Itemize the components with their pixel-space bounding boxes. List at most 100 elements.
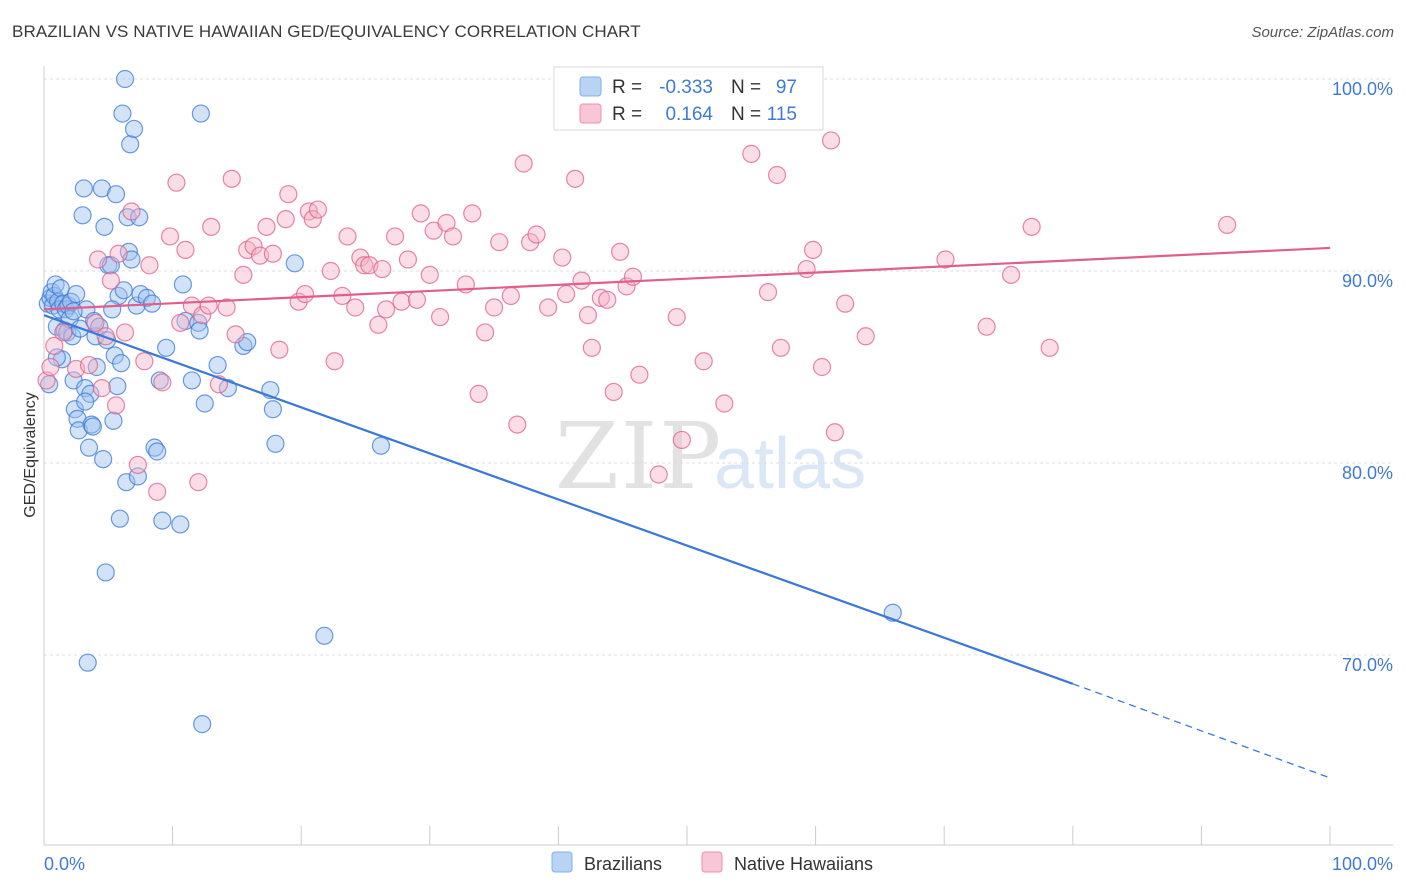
brazilian-point <box>83 417 102 436</box>
brazilian-point <box>150 371 169 390</box>
native-hawaiian-point <box>279 185 298 204</box>
native-hawaiian-point <box>226 325 245 344</box>
brazilian-point <box>285 254 304 273</box>
brazilian-point <box>115 69 135 89</box>
native-hawaiian-point <box>135 352 154 371</box>
brazilian-point <box>218 379 237 398</box>
native-hawaiian-point <box>115 323 135 342</box>
native-hawaiian-point <box>667 307 686 327</box>
brazilian-point <box>193 715 212 734</box>
legend-swatch-brazilians <box>579 76 602 97</box>
brazilian-point <box>171 515 190 534</box>
watermark-zip: ZIP <box>555 403 723 510</box>
native-hawaiian-point <box>276 210 295 229</box>
y-tick-label: 70.0% <box>1342 655 1393 675</box>
brazilian-point <box>266 434 285 453</box>
x-tick-label-min: 0.0% <box>44 854 85 874</box>
chart-source: Source: ZipAtlas.com <box>1251 24 1394 41</box>
native-hawaiian-point <box>193 306 212 325</box>
legend-label-brazilians: Brazilians <box>584 854 662 874</box>
native-hawaiian-point <box>1001 265 1021 284</box>
native-hawaiian-point <box>325 352 344 371</box>
brazilian-point <box>67 284 86 304</box>
native-hawaiian-point <box>771 338 790 357</box>
legend-swatch-native-hawaiians <box>701 851 723 873</box>
native-hawaiian-point <box>244 236 263 256</box>
native-hawaiian-point <box>160 227 180 246</box>
native-hawaiian-point <box>148 482 167 501</box>
brazilian-point <box>103 300 122 319</box>
native-hawaiian-point <box>591 288 610 307</box>
native-hawaiian-point <box>812 357 832 377</box>
y-tick-label: 100.0% <box>1332 79 1393 99</box>
brazilian-point <box>157 338 176 357</box>
legend-n-label: N = <box>731 77 761 98</box>
brazilian-point <box>208 355 227 375</box>
brazilians-trend-line <box>43 314 1074 685</box>
legend-r-value-native-hawaiians: 0.164 <box>665 104 713 125</box>
brazilian-point <box>79 438 99 457</box>
legend-n-value-brazilians: 97 <box>776 77 797 98</box>
native-hawaiian-point <box>109 244 128 263</box>
native-hawaiian-point <box>303 210 322 229</box>
y-tick-label: 80.0% <box>1342 463 1393 483</box>
native-hawaiian-point <box>79 355 99 375</box>
native-hawaiian-point <box>376 300 396 319</box>
native-hawaiian-point <box>420 265 439 284</box>
brazilian-point <box>190 321 209 340</box>
native-hawaiian-point <box>321 261 340 281</box>
brazilian-point <box>173 275 192 294</box>
native-hawaiian-point <box>977 317 996 336</box>
native-hawaiian-point <box>604 382 623 402</box>
brazilian-point <box>76 392 95 411</box>
brazilian-point <box>113 104 132 123</box>
legend-r-label: R = <box>612 104 642 125</box>
native-hawaiian-point <box>803 240 823 259</box>
native-hawaiian-point <box>475 323 495 342</box>
brazilians-trend-line-extension <box>1072 683 1331 779</box>
brazilian-point <box>63 327 82 346</box>
brazilian-point <box>104 411 123 430</box>
brazilian-point <box>94 450 113 469</box>
native-hawaiian-point <box>572 271 591 290</box>
native-hawaiian-point <box>501 286 520 306</box>
native-hawaiian-point <box>856 327 875 346</box>
brazilian-point <box>64 302 83 321</box>
brazilian-point <box>108 377 127 396</box>
native-hawaiian-point <box>338 227 357 246</box>
native-hawaiian-point <box>41 357 60 377</box>
native-hawaiian-point <box>128 455 147 475</box>
native-hawaiian-point <box>385 227 405 246</box>
native-hawaiian-point <box>582 338 601 357</box>
y-tick-label: 90.0% <box>1342 271 1393 291</box>
brazilian-point <box>73 206 92 225</box>
native-hawaiian-point <box>234 265 253 284</box>
native-hawaiian-point <box>199 296 218 315</box>
native-hawaiian-point <box>797 259 816 279</box>
native-hawaiian-point <box>392 292 411 311</box>
brazilian-point <box>78 653 97 672</box>
native-hawaiian-point <box>1218 215 1237 235</box>
y-axis-title: GED/Equivalency <box>22 392 39 517</box>
brazilian-point <box>315 626 334 645</box>
native-hawaiian-point <box>54 323 73 342</box>
native-hawaiian-point <box>295 284 315 304</box>
brazilian-point <box>371 436 391 455</box>
native-hawaiian-point <box>45 336 64 355</box>
native-hawaiian-point <box>88 250 108 269</box>
axis-layer <box>43 66 1393 846</box>
native-hawaiian-point <box>398 250 418 269</box>
native-hawaiian-point <box>469 384 488 403</box>
native-hawaiian-point <box>821 131 841 150</box>
brazilian-point <box>112 354 131 373</box>
native-hawaiian-point <box>430 307 450 327</box>
legend-swatch-brazilians <box>551 851 573 873</box>
native-hawaiian-point <box>598 290 617 309</box>
native-hawaiian-point <box>715 394 734 413</box>
native-hawaiian-point <box>836 294 855 313</box>
brazilian-point <box>195 394 214 413</box>
x-tick-label-max: 100.0% <box>1332 854 1393 874</box>
brazilian-point <box>182 371 201 390</box>
native-hawaiian-point <box>672 430 691 450</box>
brazilian-point <box>263 400 283 419</box>
